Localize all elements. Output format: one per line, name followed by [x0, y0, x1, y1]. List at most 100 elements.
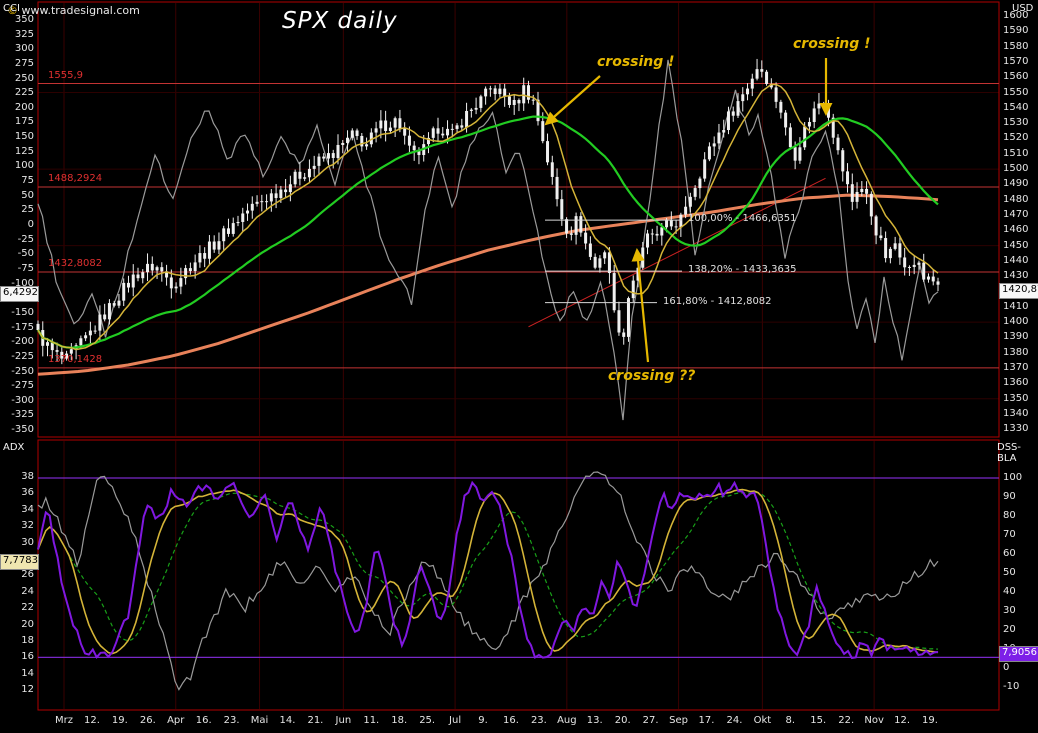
time-axis-label: 20.	[614, 715, 631, 726]
cci-tick: 250	[14, 72, 34, 84]
candle-body	[265, 201, 269, 203]
candle-body	[565, 219, 569, 234]
candle-body	[46, 342, 50, 346]
copyright-text: www.tradesignal.com	[21, 4, 140, 17]
cci-line	[37, 59, 939, 421]
adx-tick: 18	[21, 635, 34, 646]
adx-tick: 12	[21, 684, 34, 696]
candle-body	[136, 274, 140, 279]
candle-body	[441, 133, 445, 136]
candle-body	[250, 203, 254, 211]
candle-body	[374, 128, 378, 133]
candle-body	[722, 130, 726, 133]
fib-label: 100,00% - 1466,6351	[688, 213, 797, 225]
candle-body	[817, 103, 821, 109]
candle-body	[588, 243, 592, 257]
candle-body	[150, 263, 154, 271]
cci-tick: -275	[11, 380, 34, 392]
candle-body	[517, 99, 521, 104]
adx-tick: 22	[21, 602, 34, 614]
main-panel-border	[37, 1, 1000, 438]
time-axis-label: 23.	[530, 715, 547, 726]
candle-body	[841, 150, 845, 172]
fast-ma-line	[37, 83, 939, 351]
dss-tick: 30	[1003, 605, 1016, 616]
candle-body	[174, 286, 178, 289]
candle-body	[807, 121, 811, 127]
candle-body	[336, 144, 340, 158]
candle-body	[317, 156, 321, 166]
price-tick: 1590	[1003, 25, 1029, 37]
candle-body	[736, 101, 740, 116]
candle-body	[660, 227, 664, 236]
candle-body	[865, 188, 869, 194]
copyright: © www.tradesignal.com	[7, 4, 140, 17]
candle-body	[931, 276, 935, 282]
candle-body	[465, 110, 469, 128]
candle-body	[112, 303, 116, 306]
adx-tick: 26	[21, 569, 34, 581]
candle-body	[222, 228, 226, 242]
price-tick: 1530	[1003, 117, 1029, 129]
candle-body	[703, 159, 707, 179]
candle-body	[779, 101, 783, 113]
candle-body	[484, 88, 488, 97]
time-axis-label: 26.	[139, 715, 156, 726]
candle-body	[612, 273, 616, 311]
copyright-icon: ©	[7, 4, 18, 17]
cci-tick: -175	[11, 321, 34, 333]
annotation-text: crossing !	[793, 36, 871, 52]
candle-body	[669, 219, 673, 227]
candle-body	[84, 335, 88, 339]
candle-body	[212, 241, 216, 250]
candle-body	[474, 107, 478, 110]
candle-body	[684, 206, 688, 215]
candle-body	[641, 247, 645, 268]
candle-body	[850, 184, 854, 202]
price-tick: 1560	[1003, 71, 1029, 83]
candle-body	[622, 332, 626, 337]
adx-tick: 24	[21, 585, 34, 597]
candle-body	[784, 112, 788, 128]
price-tick: 1480	[1003, 193, 1029, 205]
candle-body	[874, 216, 878, 236]
candle-body	[426, 137, 430, 145]
adx-tick: 38	[21, 471, 34, 482]
time-axis-label: 23.	[223, 715, 240, 726]
candle-body	[741, 94, 745, 102]
cci-tick: 150	[14, 131, 34, 143]
dss-smooth-line	[37, 491, 939, 650]
candle-body	[326, 153, 330, 159]
time-axis-label: 19.	[922, 715, 938, 726]
time-axis-label: 21.	[307, 715, 324, 726]
candle-body	[431, 128, 435, 138]
candle-body	[498, 88, 502, 95]
candle-body	[407, 135, 411, 146]
dss-tick: 0	[1003, 662, 1010, 673]
candle-body	[350, 130, 354, 138]
candle-body	[360, 135, 364, 147]
candle-body	[655, 233, 659, 236]
candle-body	[98, 314, 102, 331]
adx-tick: 36	[21, 487, 34, 499]
cci-tick: 100	[14, 160, 34, 172]
price-tick: 1510	[1003, 147, 1029, 159]
candle-body	[812, 108, 816, 122]
candle-body	[60, 351, 64, 359]
price-tick: 1370	[1003, 362, 1029, 374]
candle-body	[412, 145, 416, 151]
candle-body	[803, 126, 807, 148]
cci-tick: 50	[21, 189, 34, 201]
candle-body	[65, 353, 69, 359]
time-axis-label: 8.	[785, 715, 796, 726]
price-tick: 1330	[1003, 423, 1029, 435]
candle-body	[903, 257, 907, 268]
candle-body	[79, 338, 83, 346]
annotation-text: crossing ??	[608, 368, 696, 384]
time-axis-label: 22.	[838, 715, 855, 726]
candle-body	[926, 276, 930, 280]
candle-body	[712, 143, 716, 147]
candle-body	[479, 96, 483, 108]
price-tick: 1540	[1003, 101, 1029, 113]
